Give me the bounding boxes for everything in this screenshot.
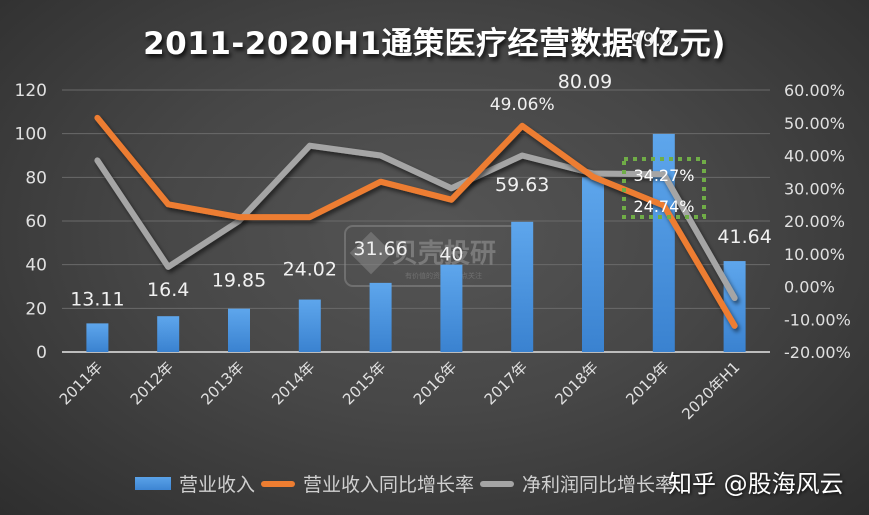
svg-text:2016年: 2016年: [410, 358, 460, 408]
svg-text:60: 60: [25, 212, 47, 232]
svg-text:99.9: 99.9: [631, 29, 673, 51]
svg-text:2020年H1: 2020年H1: [678, 358, 743, 423]
svg-text:30.00%: 30.00%: [784, 179, 845, 198]
svg-text:24.02: 24.02: [283, 259, 337, 281]
svg-text:13.11: 13.11: [70, 288, 124, 310]
chart-title: 2011-2020H1通策医疗经营数据(亿元): [143, 26, 726, 62]
svg-text:40.00%: 40.00%: [784, 147, 845, 166]
svg-text:2019年: 2019年: [622, 358, 672, 408]
legend-item-revenue-growth[interactable]: 营业收入同比增长率: [261, 470, 474, 497]
svg-text:34.27%: 34.27%: [633, 166, 694, 185]
svg-text:24.74%: 24.74%: [633, 197, 694, 216]
svg-text:40: 40: [439, 244, 463, 266]
svg-text:20: 20: [25, 299, 47, 319]
svg-text:120: 120: [15, 81, 47, 101]
svg-text:2011年: 2011年: [56, 358, 106, 408]
svg-text:19.85: 19.85: [212, 270, 266, 292]
svg-text:59.63: 59.63: [495, 174, 549, 196]
svg-text:16.4: 16.4: [147, 279, 189, 301]
svg-text:20.00%: 20.00%: [784, 212, 845, 231]
legend-item-profit-growth[interactable]: 净利润同比增长率: [480, 470, 674, 497]
legend-label: 营业收入: [179, 474, 256, 496]
line-swatch-icon: [261, 480, 296, 487]
svg-text:50.00%: 50.00%: [784, 114, 845, 133]
svg-text:2017年: 2017年: [481, 358, 531, 408]
svg-text:-20.00%: -20.00%: [784, 343, 851, 362]
svg-text:41.64: 41.64: [717, 226, 771, 248]
svg-text:60.00%: 60.00%: [784, 81, 845, 100]
svg-text:0: 0: [36, 343, 47, 363]
legend-label: 营业收入同比增长率: [303, 474, 475, 496]
svg-text:49.06%: 49.06%: [490, 95, 555, 115]
svg-text:80.09: 80.09: [558, 71, 612, 93]
svg-text:100: 100: [15, 125, 47, 145]
svg-text:2015年: 2015年: [339, 358, 389, 408]
svg-text:-10.00%: -10.00%: [784, 310, 851, 329]
svg-text:2018年: 2018年: [551, 358, 601, 408]
legend: 营业收入 营业收入同比增长率 净利润同比增长率: [135, 470, 680, 497]
svg-text:2014年: 2014年: [268, 358, 318, 408]
legend-item-revenue[interactable]: 营业收入: [135, 470, 255, 497]
svg-text:贝壳投研: 贝壳投研: [392, 239, 496, 269]
svg-text:31.66: 31.66: [353, 238, 407, 260]
svg-text:2012年: 2012年: [127, 358, 177, 408]
svg-text:0.00%: 0.00%: [784, 278, 835, 297]
svg-text:2013年: 2013年: [197, 358, 247, 408]
svg-text:80: 80: [25, 168, 47, 188]
line-swatch-icon: [480, 480, 515, 487]
svg-text:40: 40: [25, 256, 47, 276]
zhihu-watermark: 知乎 @股海风云: [668, 470, 844, 498]
bar-swatch-icon: [135, 477, 171, 490]
legend-label: 净利润同比增长率: [522, 474, 675, 496]
svg-text:10.00%: 10.00%: [784, 245, 845, 264]
